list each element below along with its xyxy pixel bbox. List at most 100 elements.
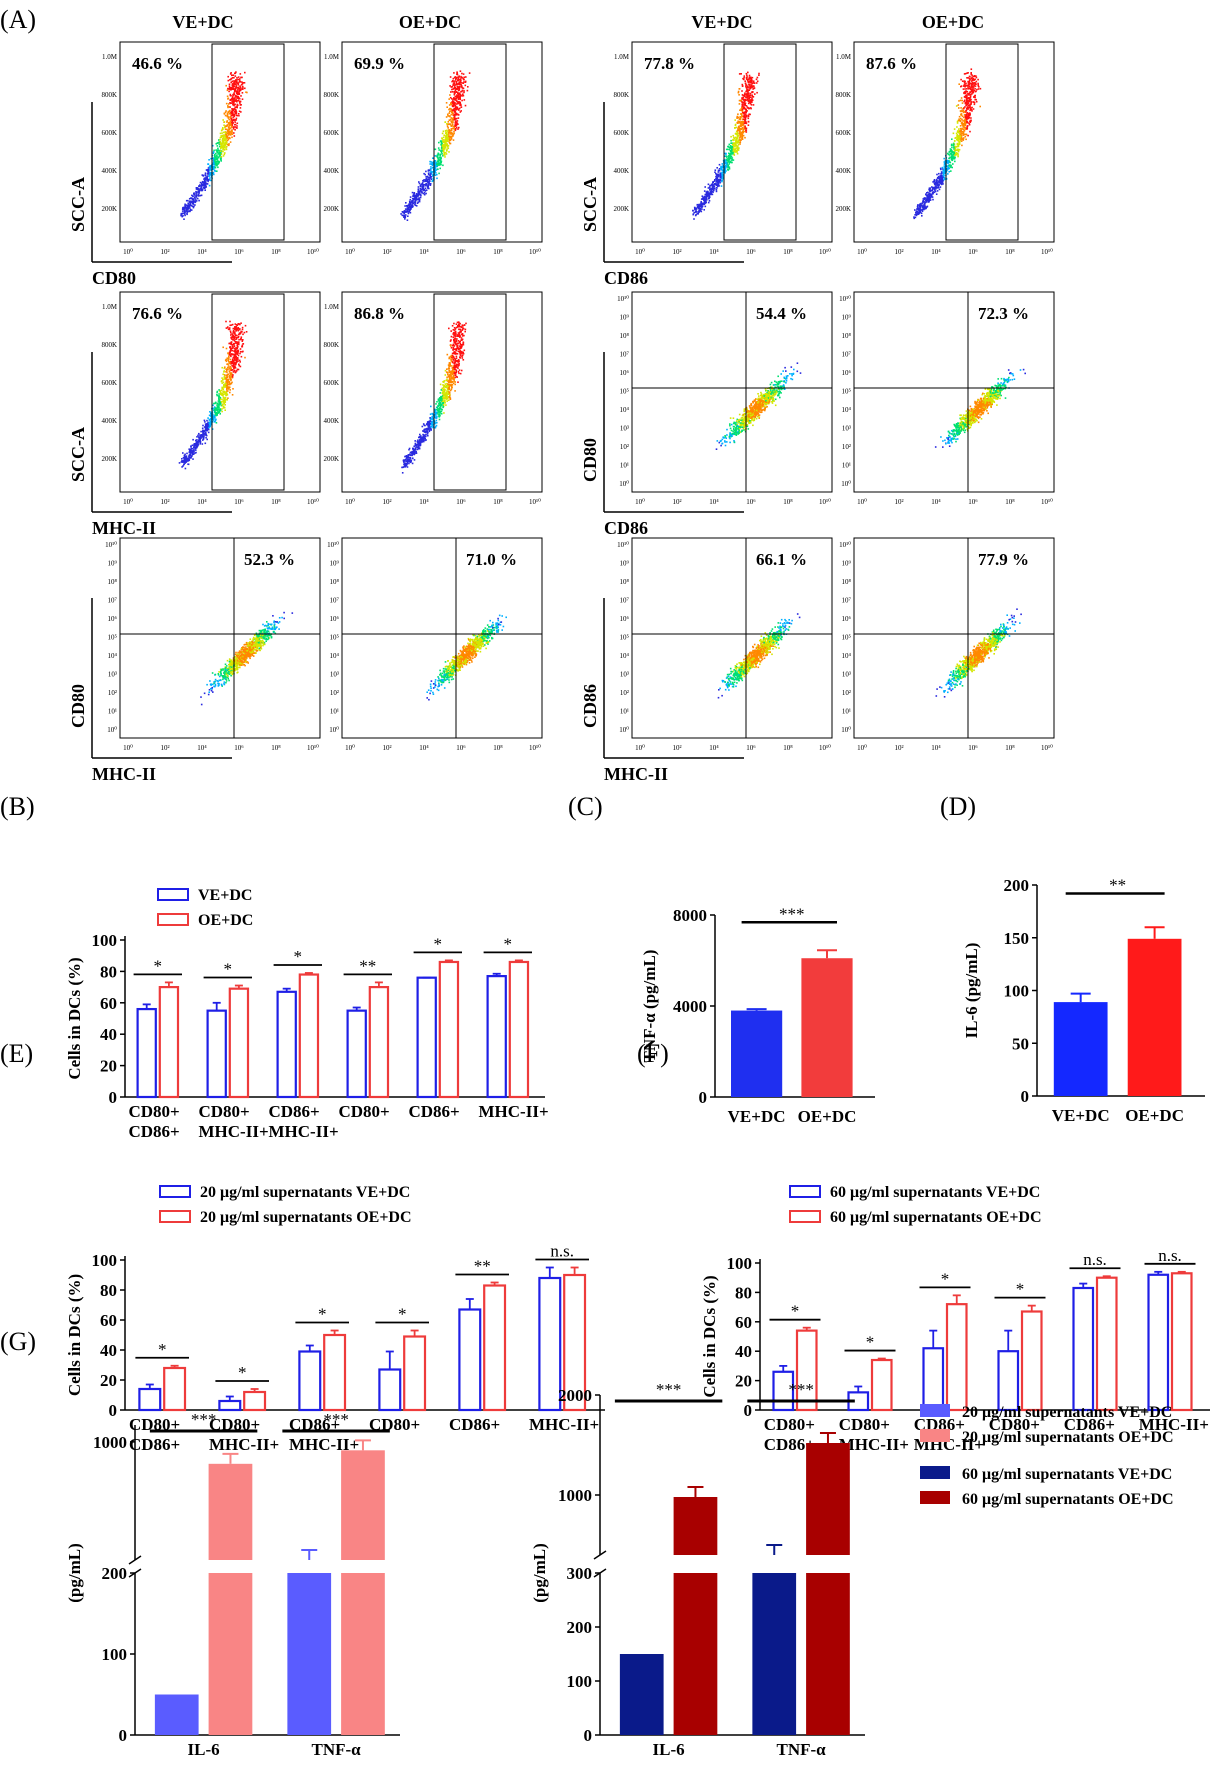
- event-dot: [449, 389, 452, 392]
- event-dot: [976, 88, 978, 91]
- event-dot: [219, 132, 222, 135]
- event-dot: [234, 351, 237, 353]
- event-dot: [979, 105, 981, 108]
- event-dot: [725, 159, 727, 162]
- event-dot: [954, 148, 957, 151]
- event-dot: [458, 107, 461, 110]
- event-dot: [239, 107, 242, 109]
- event-dot: [965, 133, 968, 136]
- event-dot: [226, 385, 228, 387]
- event-dot: [745, 90, 747, 93]
- event-dot: [226, 388, 228, 391]
- event-dot: [941, 174, 943, 177]
- event-dot: [915, 213, 917, 216]
- event-dot: [183, 454, 186, 457]
- event-dot: [452, 101, 455, 103]
- event-dot: [936, 186, 939, 189]
- event-dot: [214, 166, 217, 169]
- event-dot: [406, 219, 409, 221]
- event-dot: [450, 110, 452, 112]
- event-dot: [720, 172, 723, 174]
- event-dot: [213, 157, 216, 159]
- event-dot: [957, 130, 959, 132]
- event-dot: [733, 146, 735, 148]
- event-dot: [230, 132, 233, 134]
- event-dot: [743, 111, 745, 114]
- x-tick-label: 10⁸: [271, 248, 281, 256]
- event-dot: [224, 114, 227, 117]
- event-dot: [195, 451, 197, 454]
- event-dot: [187, 463, 190, 466]
- event-dot: [967, 104, 970, 107]
- event-dot: [224, 131, 227, 133]
- event-dot: [751, 91, 753, 93]
- event-dot: [210, 412, 212, 415]
- event-dot: [968, 97, 970, 99]
- event-dot: [225, 384, 228, 387]
- x-axis-label: CD80: [92, 268, 136, 288]
- event-dot: [236, 368, 239, 371]
- event-dot: [960, 107, 962, 109]
- event-dot: [459, 78, 462, 81]
- event-dot: [970, 98, 972, 101]
- event-dot: [468, 72, 471, 74]
- event-dot: [731, 151, 734, 154]
- event-dot: [229, 133, 232, 135]
- event-dot: [233, 364, 235, 366]
- event-dot: [210, 173, 213, 176]
- event-dot: [443, 141, 445, 144]
- event-dot: [428, 176, 430, 179]
- event-dot: [428, 182, 431, 184]
- event-dot: [229, 367, 232, 370]
- event-dot: [202, 432, 204, 434]
- event-dot: [744, 119, 747, 121]
- event-dot: [917, 213, 920, 215]
- event-dot: [449, 340, 452, 342]
- event-dot: [404, 460, 406, 462]
- event-dot: [196, 446, 198, 448]
- event-dot: [970, 68, 973, 70]
- event-dot: [712, 188, 714, 191]
- event-dot: [182, 465, 184, 467]
- event-dot: [186, 212, 188, 215]
- event-dot: [745, 114, 748, 117]
- event-dot: [224, 137, 227, 140]
- event-dot: [428, 422, 430, 424]
- event-dot: [956, 143, 959, 146]
- event-dot: [212, 415, 214, 418]
- event-dot: [973, 82, 976, 84]
- event-dot: [740, 121, 743, 123]
- event-dot: [964, 95, 967, 97]
- event-dot: [242, 82, 244, 84]
- event-dot: [233, 90, 236, 93]
- event-dot: [234, 328, 236, 331]
- event-dot: [923, 198, 926, 200]
- event-dot: [717, 182, 720, 184]
- event-dot: [455, 82, 458, 85]
- event-dot: [230, 378, 232, 380]
- y-tick-label: 400K: [835, 167, 851, 175]
- event-dot: [238, 114, 240, 117]
- event-dot: [915, 214, 918, 217]
- event-dot: [433, 421, 436, 423]
- event-dot: [185, 199, 188, 202]
- event-dot: [216, 157, 219, 160]
- event-dot: [963, 91, 966, 94]
- event-dot: [434, 426, 437, 429]
- y-tick-label: 800K: [323, 91, 339, 99]
- event-dot: [446, 378, 448, 381]
- event-dot: [743, 78, 745, 81]
- event-dot: [191, 453, 194, 456]
- event-dot: [917, 212, 919, 214]
- event-dot: [409, 453, 411, 455]
- event-dot: [972, 108, 975, 110]
- event-dot: [448, 115, 451, 118]
- event-dot: [940, 176, 943, 178]
- event-dot: [232, 114, 234, 116]
- event-dot: [726, 159, 729, 162]
- event-dot: [437, 157, 439, 159]
- event-dot: [441, 140, 444, 142]
- event-dot: [749, 102, 752, 105]
- event-dot: [225, 360, 228, 363]
- event-dot: [447, 115, 449, 117]
